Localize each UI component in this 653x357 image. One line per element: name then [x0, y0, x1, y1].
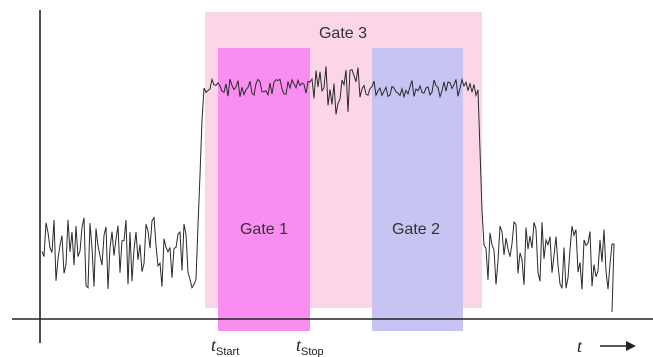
time-arrow-icon: [600, 341, 636, 351]
gate-3-label: Gate 3: [319, 25, 367, 42]
time-axis-label: t: [577, 336, 583, 356]
gate-2-label: Gate 2: [392, 221, 440, 238]
t-start-label: tStart: [211, 335, 239, 357]
gate-1-label: Gate 1: [240, 221, 288, 238]
t-stop-label: tStop: [296, 335, 324, 357]
gate-2-region: [372, 48, 463, 331]
gate-1-region: [218, 48, 310, 331]
signal-trace: [41, 66, 615, 313]
